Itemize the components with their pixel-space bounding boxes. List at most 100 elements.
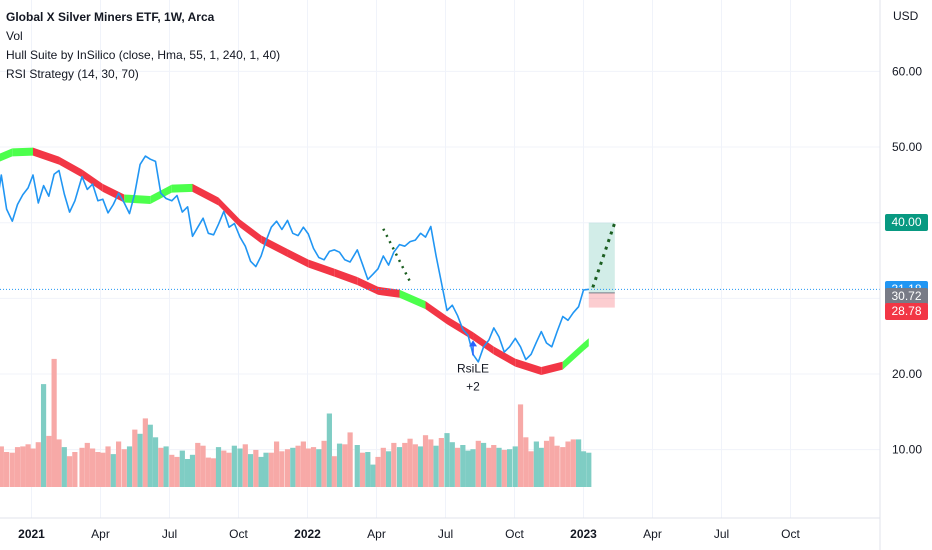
volume-bar (295, 445, 301, 487)
volume-bar (174, 456, 180, 487)
rsi-entry-signal: RsiLE +2 (457, 340, 489, 393)
hull-band-segment (261, 235, 288, 257)
volume-bar (347, 432, 353, 487)
volume-bar (316, 449, 322, 487)
currency-label[interactable]: USD (893, 9, 919, 23)
volume-bar (321, 440, 327, 487)
volume-bar (132, 429, 138, 487)
hull-band-segment (0, 148, 13, 162)
symbol-title[interactable]: Global X Silver Miners ETF, 1W, Arca (6, 10, 215, 24)
hull-band-segment (33, 147, 60, 165)
volume-bars (0, 358, 592, 487)
x-tick-label: 2023 (570, 527, 597, 541)
hull-suite-band (0, 147, 589, 375)
hull-band-segment (59, 156, 83, 178)
volume-bar (380, 447, 386, 487)
signal-label: RsiLE (457, 361, 489, 375)
entry-price-tag: 30.72 (885, 288, 928, 306)
volume-bar (9, 452, 15, 487)
volume-bar (189, 454, 196, 487)
volume-bar (30, 448, 36, 487)
volume-bar (79, 447, 85, 487)
volume-bar (221, 450, 227, 487)
volume-bar (342, 444, 348, 487)
hull-suite-indicator-label[interactable]: Hull Suite by InSilico (close, Hma, 55, … (6, 48, 281, 62)
hull-band-segment (357, 276, 379, 295)
volume-bar (326, 413, 332, 487)
hull-band-segment (378, 286, 400, 298)
volume-indicator-label[interactable]: Vol (6, 29, 23, 43)
volume-bar (247, 454, 254, 487)
y-tick-label: 10.00 (892, 443, 922, 457)
volume-bar (454, 447, 461, 487)
hull-band-segment (308, 259, 335, 277)
volume-bar (512, 446, 518, 487)
volume-bar (142, 418, 148, 487)
volume-bar (580, 451, 587, 487)
volume-bar (444, 433, 450, 487)
volume-bar (310, 447, 317, 487)
volume-bar (84, 442, 90, 487)
volume-bar (242, 444, 248, 487)
volume-bar (137, 433, 143, 487)
volume-bar (549, 436, 555, 487)
signal-quantity: +2 (466, 379, 480, 393)
volume-bar (565, 441, 571, 487)
price-line (0, 155, 589, 363)
volume-bar (72, 452, 78, 487)
strategy-overlay (0, 222, 880, 308)
volume-bar (470, 449, 476, 487)
volume-bar (575, 439, 582, 487)
volume-bar (46, 435, 52, 487)
y-tick-label: 60.00 (892, 64, 922, 78)
x-tick-label: Jul (714, 527, 729, 541)
volume-bar (169, 454, 175, 487)
volume-bar (391, 442, 397, 487)
x-tick-label: 2022 (294, 527, 321, 541)
hull-band-segment (287, 248, 309, 268)
x-tick-label: Oct (229, 527, 248, 541)
hull-band-segment (102, 183, 125, 203)
volume-bar (211, 458, 217, 487)
volume-bar (538, 447, 544, 487)
hull-band-segment (493, 346, 516, 367)
volume-bar (354, 445, 360, 487)
volume-bar (184, 459, 191, 487)
volume-bar (110, 454, 116, 487)
volume-bar (226, 452, 232, 487)
volume-bar (100, 452, 106, 487)
volume-bar (528, 451, 534, 487)
volume-bar (284, 449, 291, 487)
volume-bar (523, 437, 529, 487)
volume-bar (158, 447, 164, 487)
hull-band-segment (171, 183, 193, 193)
hull-band-segment (334, 268, 358, 285)
y-axis[interactable]: 60.00 50.00 20.00 10.00 (879, 0, 922, 550)
volume-bar (506, 449, 513, 487)
volume-bar (40, 384, 47, 487)
target-price-tag: 40.00 (885, 214, 928, 232)
volume-bar (460, 445, 466, 487)
rsi-strategy-label[interactable]: RSI Strategy (14, 30, 70) (6, 67, 139, 81)
hull-band-segment (515, 358, 542, 375)
volume-bar (370, 464, 376, 487)
volume-bar (359, 452, 366, 487)
projection-line (591, 222, 617, 288)
x-axis[interactable]: 2021 Apr Jul Oct 2022 Apr Jul Oct 2023 Apr Jul Oct (0, 517, 880, 541)
hull-band-segment (124, 194, 151, 205)
signal-arrow-icon (469, 340, 478, 347)
volume-bar (586, 452, 592, 487)
hull-band-segment (425, 301, 448, 325)
hull-band-segment (240, 219, 262, 244)
hull-band-segment (12, 147, 34, 157)
hull-band-segment (218, 197, 241, 228)
volume-bar (305, 448, 311, 487)
volume-bar (336, 443, 343, 487)
x-tick-label: Apr (643, 527, 662, 541)
volume-bar (491, 445, 497, 487)
volume-bar (89, 448, 96, 487)
volume-bar (66, 456, 73, 487)
volume-bar (152, 437, 159, 487)
volume-bar (543, 440, 550, 487)
